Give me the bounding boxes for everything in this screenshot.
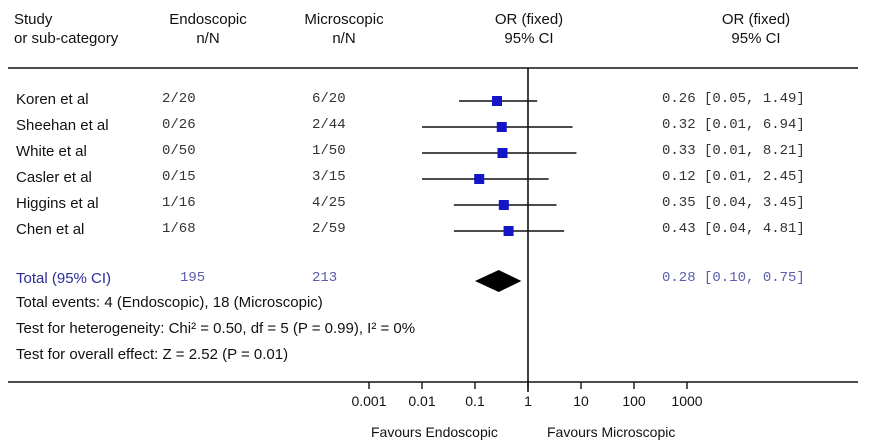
header-endoscopic: Endoscopic n/N bbox=[163, 10, 253, 48]
study-or-ci: 0.35 [0.04, 3.45] bbox=[662, 195, 805, 211]
header-endo-line2: n/N bbox=[196, 30, 220, 47]
study-endo-events: 0/15 bbox=[162, 169, 196, 185]
total-endo-n: 195 bbox=[180, 270, 206, 286]
total-micro-n: 213 bbox=[312, 270, 338, 286]
x-tick-label: 1 bbox=[524, 393, 532, 409]
point-marker bbox=[474, 174, 485, 184]
study-name: Sheehan et al bbox=[16, 117, 109, 134]
point-marker bbox=[496, 122, 507, 132]
total-label: Total (95% CI) bbox=[16, 270, 112, 287]
point-marker bbox=[491, 96, 502, 106]
header-plot-or: OR (fixed) 95% CI bbox=[472, 10, 586, 48]
point-marker bbox=[503, 226, 514, 236]
header-plot-line2: 95% CI bbox=[504, 30, 554, 47]
study-name: Chen et al bbox=[16, 221, 85, 238]
heterogeneity-text: Test for heterogeneity: Chi² = 0.50, df … bbox=[16, 320, 416, 337]
header-study: Study or sub-category bbox=[14, 10, 118, 48]
header-endo-line1: Endoscopic bbox=[169, 11, 247, 28]
header-study-line2: or sub-category bbox=[14, 30, 119, 47]
study-endo-events: 1/68 bbox=[162, 221, 196, 237]
header-or-line2: 95% CI bbox=[731, 30, 781, 47]
study-micro-events: 1/50 bbox=[312, 143, 346, 159]
study-or-ci: 0.32 [0.01, 6.94] bbox=[662, 117, 805, 133]
point-marker bbox=[497, 148, 508, 158]
total-or-ci: 0.28 [0.10, 0.75] bbox=[662, 270, 805, 286]
header-or-ci: OR (fixed) 95% CI bbox=[706, 10, 806, 48]
header-study-line1: Study bbox=[14, 11, 53, 28]
study-or-ci: 0.12 [0.01, 2.45] bbox=[662, 169, 805, 185]
study-endo-events: 0/50 bbox=[162, 143, 196, 159]
study-micro-events: 2/59 bbox=[312, 221, 346, 237]
x-tick-label: 10 bbox=[573, 393, 589, 409]
favours-endoscopic-label: Favours Endoscopic bbox=[371, 424, 498, 440]
study-micro-events: 6/20 bbox=[312, 91, 346, 107]
header-microscopic: Microscopic n/N bbox=[296, 10, 392, 48]
study-or-ci: 0.33 [0.01, 8.21] bbox=[662, 143, 805, 159]
study-endo-events: 1/16 bbox=[162, 195, 196, 211]
header-micro-line1: Microscopic bbox=[304, 11, 384, 28]
favours-microscopic-label: Favours Microscopic bbox=[547, 424, 676, 440]
study-endo-events: 2/20 bbox=[162, 91, 196, 107]
study-micro-events: 4/25 bbox=[312, 195, 346, 211]
x-tick-label: 0.001 bbox=[351, 393, 387, 409]
study-endo-events: 0/26 bbox=[162, 117, 196, 133]
overall-effect-text: Test for overall effect: Z = 2.52 (P = 0… bbox=[16, 346, 289, 363]
study-or-ci: 0.26 [0.05, 1.49] bbox=[662, 91, 805, 107]
study-name: White et al bbox=[16, 143, 87, 160]
header-plot-line1: OR (fixed) bbox=[494, 11, 564, 28]
header-micro-line2: n/N bbox=[332, 30, 356, 47]
x-tick-label: 1000 bbox=[671, 393, 703, 409]
x-tick-label: 0.1 bbox=[465, 393, 485, 409]
study-name: Koren et al bbox=[16, 91, 89, 108]
x-tick-label: 0.01 bbox=[408, 393, 436, 409]
pooled-diamond bbox=[475, 270, 522, 292]
study-micro-events: 2/44 bbox=[312, 117, 346, 133]
x-tick-label: 100 bbox=[622, 393, 646, 409]
header-or-line1: OR (fixed) bbox=[721, 11, 791, 28]
study-name: Casler et al bbox=[16, 169, 92, 186]
study-micro-events: 3/15 bbox=[312, 169, 346, 185]
study-name: Higgins et al bbox=[16, 195, 99, 212]
study-or-ci: 0.43 [0.04, 4.81] bbox=[662, 221, 805, 237]
point-marker bbox=[498, 200, 509, 210]
total-events-text: Total events: 4 (Endoscopic), 18 (Micros… bbox=[16, 294, 323, 311]
